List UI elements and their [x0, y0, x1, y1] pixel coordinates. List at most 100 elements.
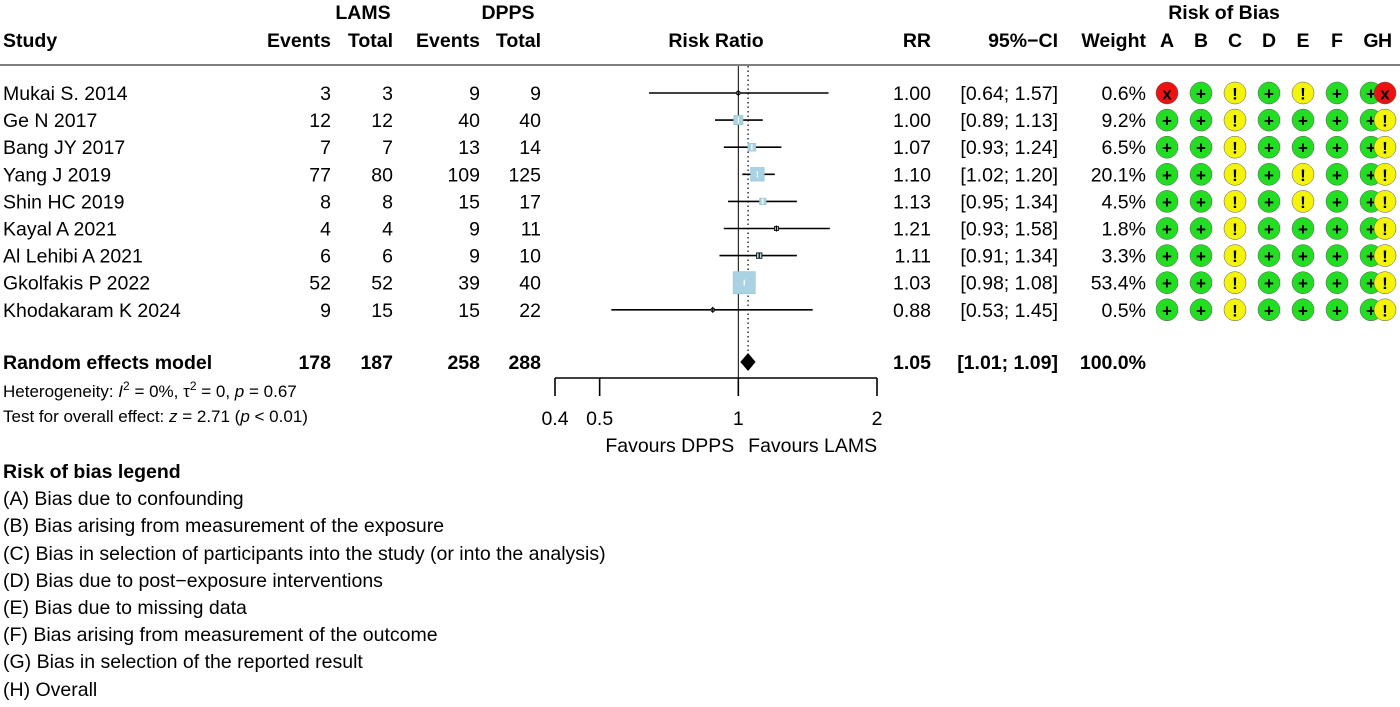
study-name: Kayal A 2021 [3, 219, 117, 241]
rob-circle [1155, 244, 1179, 267]
weight-value: 20.1% [1091, 164, 1146, 186]
study-name: Ge N 2017 [3, 110, 97, 132]
rob-circle [1325, 244, 1349, 267]
rob-symbol: + [1196, 139, 1206, 158]
summary-weight: 100.0% [1080, 352, 1146, 374]
rob-symbol: + [1332, 193, 1342, 212]
favours-right-label: Favours LAMS [748, 435, 877, 457]
rob-symbol: ! [1300, 166, 1306, 185]
rob-circle [1291, 298, 1315, 322]
dpps-events: 40 [458, 110, 480, 132]
rob-symbol: + [1366, 166, 1376, 185]
summary-rr: 1.05 [893, 352, 931, 374]
rob-symbol: ! [1232, 220, 1238, 239]
rob-circle [1257, 244, 1281, 267]
rob-circle [1223, 190, 1247, 213]
study-name: Yang J 2019 [3, 164, 111, 186]
rr-value: 1.10 [893, 164, 931, 186]
rob-circle [1325, 190, 1349, 213]
rob-circle [1291, 108, 1315, 132]
rob-symbol: ! [1232, 301, 1238, 320]
rob-symbol: + [1298, 220, 1308, 239]
dpps-total: 22 [519, 300, 541, 322]
rob-symbol: + [1366, 139, 1376, 158]
rob-symbol: ! [1300, 85, 1306, 104]
lams-events: 8 [320, 191, 331, 213]
summary-ci: [1.01; 1.09] [957, 352, 1058, 374]
rob-symbol: + [1298, 112, 1308, 131]
dpps-events: 13 [458, 137, 480, 159]
weight-value: 1.8% [1102, 219, 1146, 241]
dpps-total: 17 [519, 191, 541, 213]
header-rob-e: E [1296, 30, 1309, 52]
overall-effect-text: Test for overall effect: z = 2.71 (p < 0… [3, 407, 308, 426]
rob-circle [1189, 244, 1213, 267]
rob-circle [1155, 271, 1179, 294]
header-rob-c: C [1228, 30, 1242, 52]
ci-value: [0.89; 1.13] [960, 110, 1058, 132]
header-rob-g: G [1363, 30, 1378, 52]
rob-legend-item-d: (D) Bias due to post−exposure interventi… [3, 569, 383, 592]
study-name: Shin HC 2019 [3, 191, 124, 213]
rob-circle [1257, 298, 1281, 322]
ci-value: [0.93; 1.58] [960, 219, 1058, 241]
rob-symbol: x [1162, 85, 1172, 104]
rob-legend-item-a: (A) Bias due to confounding [3, 488, 244, 511]
rob-symbol: + [1196, 220, 1206, 239]
rr-value: 1.07 [893, 137, 931, 159]
summary-dpps-total: 288 [508, 352, 541, 374]
rob-circle [1325, 135, 1349, 159]
rob-symbol: ! [1382, 247, 1388, 266]
rob-symbol: ! [1300, 193, 1306, 212]
rob-symbol: + [1264, 139, 1274, 158]
rob-circle [1373, 244, 1397, 267]
rob-symbol: + [1264, 166, 1274, 185]
lams-total: 12 [371, 110, 393, 132]
weight-value: 0.6% [1102, 83, 1146, 105]
lams-events: 3 [320, 83, 331, 105]
rob-symbol: + [1298, 301, 1308, 320]
rob-circle [1257, 163, 1281, 186]
rob-circle [1291, 190, 1315, 213]
rob-circle [1257, 217, 1281, 240]
rob-circle [1189, 135, 1213, 159]
rob-symbol: + [1298, 274, 1308, 293]
dpps-total: 40 [519, 110, 541, 132]
lams-total: 7 [382, 137, 393, 159]
header-rob-f: F [1331, 30, 1343, 52]
rob-circle [1257, 81, 1281, 105]
rob-legend: Risk of bias legend (A) Bias due to conf… [3, 459, 606, 704]
ci-value: [0.64; 1.57] [960, 83, 1058, 105]
rob-symbol: ! [1232, 112, 1238, 131]
rob-circle [1223, 108, 1247, 132]
rob-symbol: + [1264, 112, 1274, 131]
header-risk-ratio: Risk Ratio [668, 30, 763, 52]
rob-circle [1155, 217, 1179, 240]
rob-circle [1325, 108, 1349, 132]
study-name: Bang JY 2017 [3, 137, 125, 159]
rob-symbol: ! [1382, 166, 1388, 185]
rob-symbol: ! [1232, 193, 1238, 212]
rob-circle [1189, 298, 1213, 322]
weight-value: 3.3% [1102, 246, 1146, 268]
rob-circle [1223, 217, 1247, 240]
rob-symbol: + [1162, 247, 1172, 266]
rob-symbol: ! [1232, 274, 1238, 293]
rob-circle [1189, 81, 1213, 105]
weight-value: 6.5% [1102, 137, 1146, 159]
rr-value: 0.88 [893, 300, 931, 322]
favours-left-label: Favours DPPS [605, 435, 734, 457]
weight-value: 9.2% [1102, 110, 1146, 132]
rob-symbol: + [1196, 112, 1206, 131]
x-tick-label: 1 [733, 408, 744, 430]
rob-circle [1325, 81, 1349, 105]
rob-circle [1155, 163, 1179, 186]
rob-symbol: + [1332, 112, 1342, 131]
rob-symbol: ! [1382, 139, 1388, 158]
rob-symbol: ! [1382, 274, 1388, 293]
rob-symbol: ! [1382, 220, 1388, 239]
summary-dpps-events: 258 [447, 352, 480, 374]
lams-events: 7 [320, 137, 331, 159]
forest-plot: LAMS DPPS Risk of Bias Study Events Total Even… [0, 2, 1400, 457]
rob-symbol: + [1196, 193, 1206, 212]
